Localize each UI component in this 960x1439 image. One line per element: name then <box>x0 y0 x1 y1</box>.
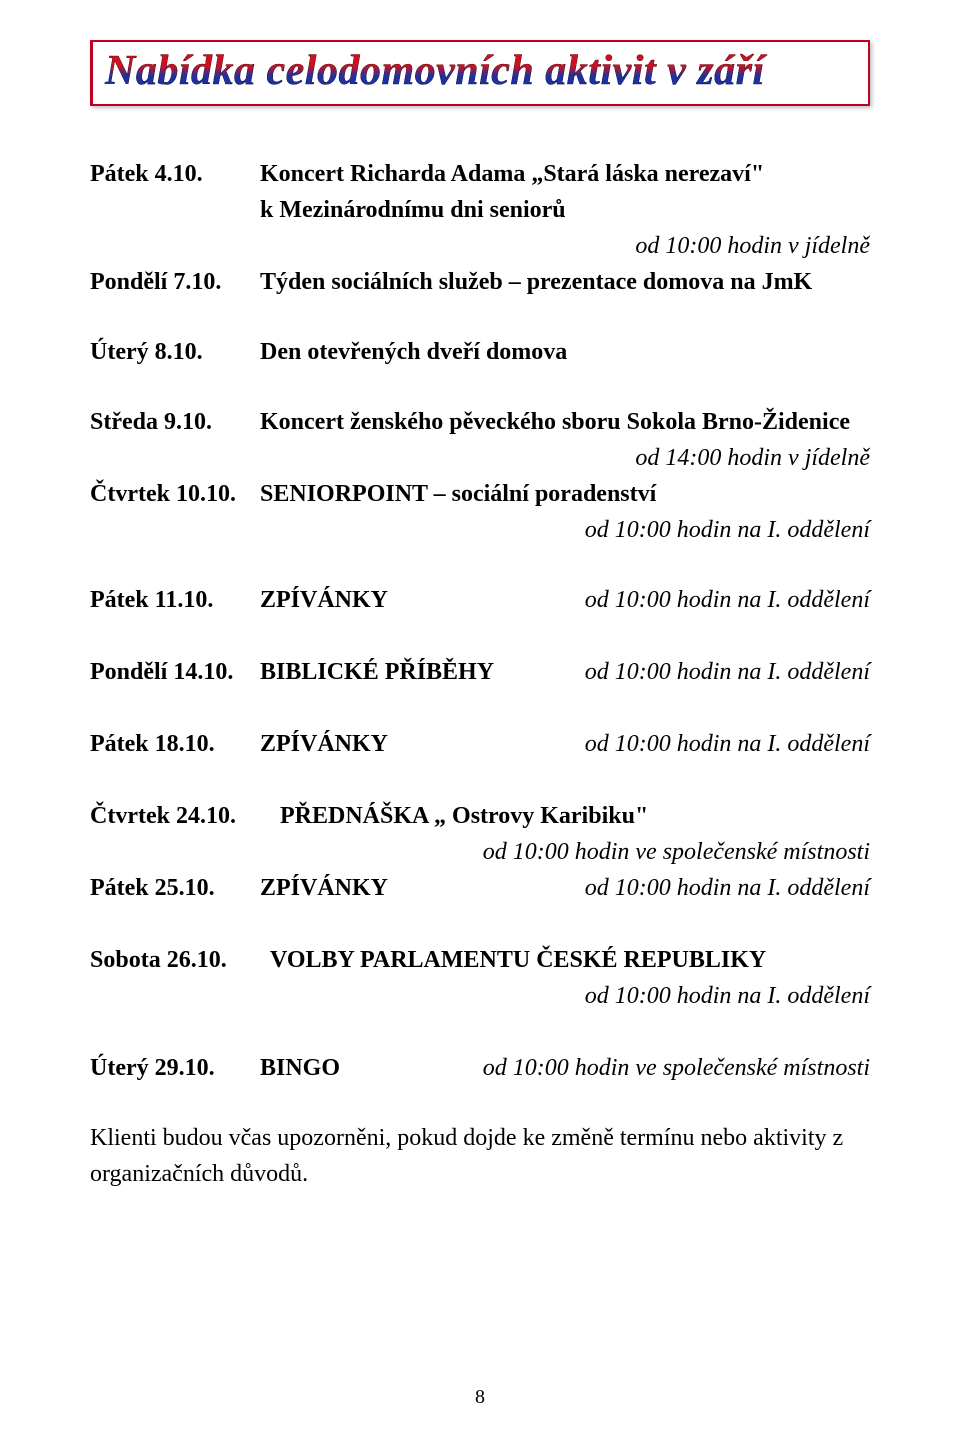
page-title: Nabídka celodomovních aktivit v září <box>105 46 856 96</box>
event-text: ZPÍVÁNKY <box>260 582 585 618</box>
event-text: k Mezinárodnímu dni seniorů <box>260 192 870 228</box>
event-day: Úterý 29.10. <box>90 1050 260 1086</box>
event-day: Čtvrtek 10.10. <box>90 476 260 512</box>
event-day: Sobota 26.10. <box>90 942 270 978</box>
event-row: Čtvrtek 10.10. SENIORPOINT – sociální po… <box>90 476 870 512</box>
event-time: od 10:00 hodin na I. oddělení <box>260 512 870 548</box>
event-row: Čtvrtek 24.10. PŘEDNÁŠKA „ Ostrovy Karib… <box>90 798 870 834</box>
page-number: 8 <box>0 1386 960 1409</box>
event-text: ZPÍVÁNKY <box>260 870 585 906</box>
event-time: od 10:00 hodin na I. oddělení <box>260 978 870 1014</box>
event-text: BINGO <box>260 1050 483 1086</box>
footer-note: Klienti budou včas upozorněni, pokud doj… <box>90 1120 870 1192</box>
event-row: k Mezinárodnímu dni seniorů <box>90 192 870 228</box>
event-day: Pátek 18.10. <box>90 726 260 762</box>
event-time: od 10:00 hodin na I. oddělení <box>585 654 870 690</box>
event-row: Pátek 11.10. ZPÍVÁNKY od 10:00 hodin na … <box>90 582 870 618</box>
event-row: Pátek 25.10. ZPÍVÁNKY od 10:00 hodin na … <box>90 870 870 906</box>
event-time: od 14:00 hodin v jídelně <box>260 440 870 476</box>
event-text: Týden sociálních služeb – prezentace dom… <box>260 264 870 300</box>
event-time: od 10:00 hodin na I. oddělení <box>585 582 870 618</box>
event-text: PŘEDNÁŠKA „ Ostrovy Karibiku" <box>280 798 870 834</box>
event-day: Pátek 11.10. <box>90 582 260 618</box>
event-row: Úterý 8.10. Den otevřených dveří domova <box>90 334 870 370</box>
event-text: Den otevřených dveří domova <box>260 334 870 370</box>
event-row: Středa 9.10. Koncert ženského pěveckého … <box>90 404 870 440</box>
event-time: od 10:00 hodin v jídelně <box>260 228 870 264</box>
event-time: od 10:00 hodin ve společenské místnosti <box>483 1050 870 1086</box>
title-box: Nabídka celodomovních aktivit v září <box>90 40 870 106</box>
event-time: od 10:00 hodin na I. oddělení <box>585 726 870 762</box>
event-day: Pátek 25.10. <box>90 870 260 906</box>
event-text: SENIORPOINT – sociální poradenství <box>260 476 870 512</box>
event-row: Úterý 29.10. BINGO od 10:00 hodin ve spo… <box>90 1050 870 1086</box>
event-row: Pondělí 14.10. BIBLICKÉ PŘÍBĚHY od 10:00… <box>90 654 870 690</box>
event-time: od 10:00 hodin na I. oddělení <box>585 870 870 906</box>
event-day: Čtvrtek 24.10. <box>90 798 280 834</box>
event-day: Pátek 4.10. <box>90 156 260 192</box>
event-day: Středa 9.10. <box>90 404 260 440</box>
event-row: Pátek 18.10. ZPÍVÁNKY od 10:00 hodin na … <box>90 726 870 762</box>
event-text: VOLBY PARLAMENTU ČESKÉ REPUBLIKY <box>270 942 870 978</box>
event-text: Koncert Richarda Adama „Stará láska nere… <box>260 156 870 192</box>
event-row: Pondělí 7.10. Týden sociálních služeb – … <box>90 264 870 300</box>
event-day: Pondělí 14.10. <box>90 654 260 690</box>
event-row: Pátek 4.10. Koncert Richarda Adama „Star… <box>90 156 870 192</box>
event-row: Sobota 26.10. VOLBY PARLAMENTU ČESKÉ REP… <box>90 942 870 978</box>
content-body: Pátek 4.10. Koncert Richarda Adama „Star… <box>90 156 870 1192</box>
event-time: od 10:00 hodin ve společenské místnosti <box>260 834 870 870</box>
event-day: Úterý 8.10. <box>90 334 260 370</box>
event-text: BIBLICKÉ PŘÍBĚHY <box>260 654 585 690</box>
event-text: Koncert ženského pěveckého sboru Sokola … <box>260 404 870 440</box>
event-day: Pondělí 7.10. <box>90 264 260 300</box>
event-text: ZPÍVÁNKY <box>260 726 585 762</box>
document-page: Nabídka celodomovních aktivit v září Pát… <box>0 0 960 1439</box>
